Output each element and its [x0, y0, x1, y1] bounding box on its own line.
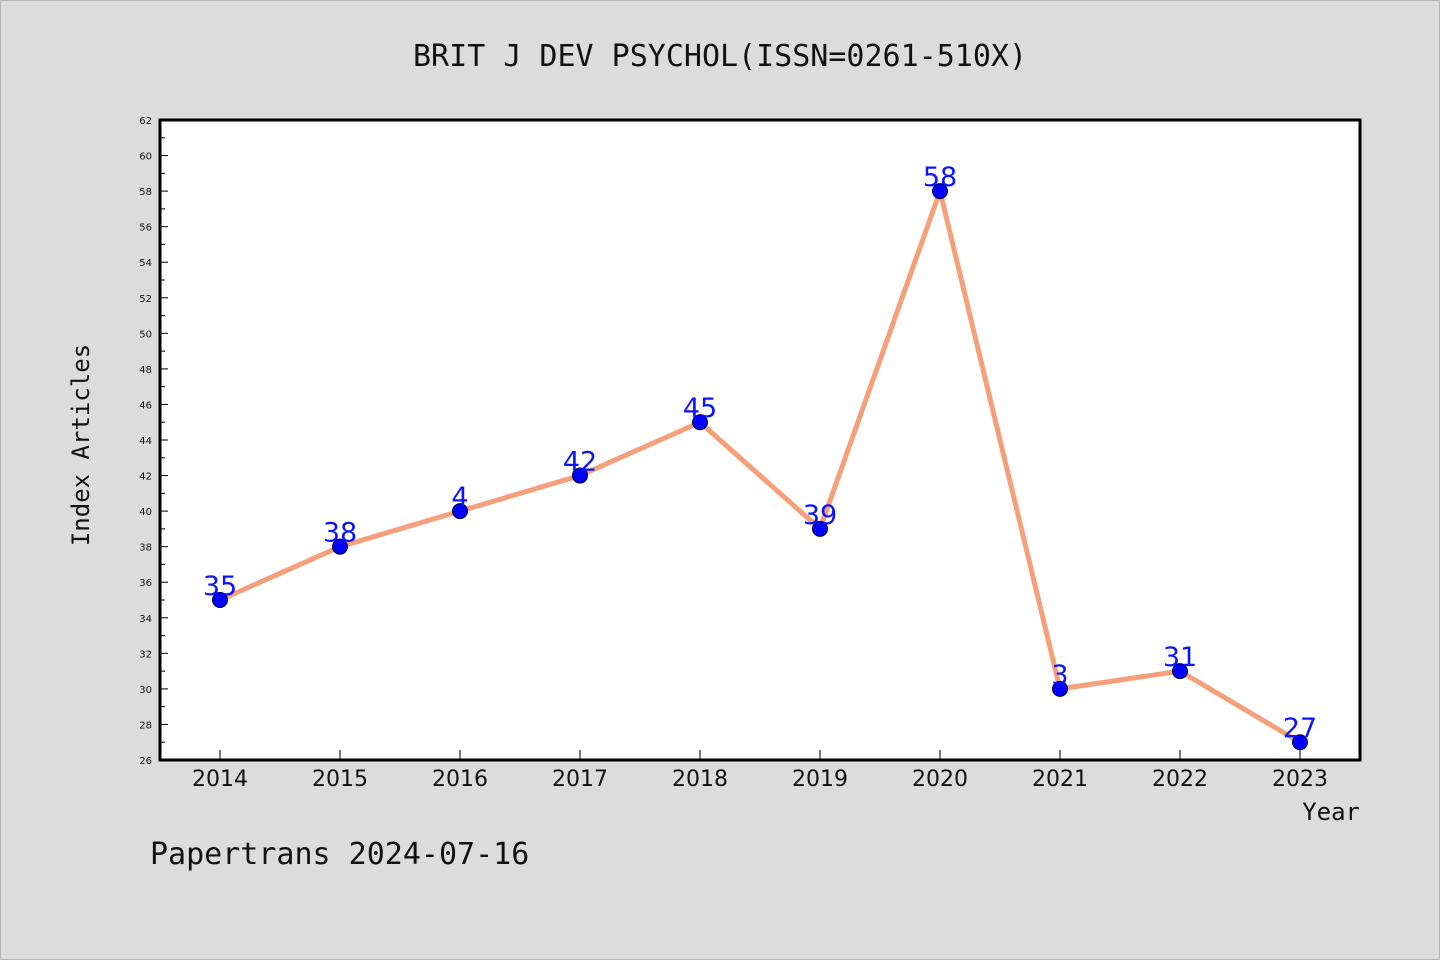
y-tick-label: 50 [139, 329, 152, 340]
y-tick-label: 28 [139, 720, 152, 731]
data-point [452, 503, 468, 520]
data-point [692, 414, 708, 431]
y-tick-label: 42 [139, 472, 152, 483]
data-points [212, 183, 1308, 751]
x-axis: 2014 2015 2016 2017 2018 2019 2020 2021 2022 2023 [192, 750, 1328, 792]
plot-area [158, 118, 1362, 762]
data-label: 39 [803, 500, 837, 531]
y-axis-title: Index Articles [67, 344, 95, 546]
data-labels: 35 38 4 42 45 39 58 3 31 27 [203, 162, 1317, 744]
data-point [212, 592, 228, 608]
data-point [1052, 680, 1068, 697]
data-label: 35 [203, 571, 237, 602]
x-tick-label: 2021 [1032, 767, 1088, 792]
x-axis-title: Year [1302, 798, 1360, 826]
data-point [332, 538, 348, 555]
y-tick-label: 46 [139, 400, 152, 411]
x-tick-label: 2020 [912, 767, 968, 792]
data-label: 42 [563, 447, 597, 478]
x-tick-label: 2023 [1272, 767, 1328, 792]
chart-title: BRIT J DEV PSYCHOL(ISSN=0261-510X) [413, 39, 1027, 74]
y-tick-label: 26 [139, 756, 152, 767]
data-label: 45 [683, 393, 717, 424]
data-label: 58 [923, 162, 957, 193]
y-tick-label: 54 [139, 258, 152, 269]
x-tick-label: 2017 [552, 767, 608, 792]
data-point [812, 520, 828, 537]
y-tick-label: 34 [139, 614, 152, 625]
data-label: 3 [1051, 660, 1068, 691]
y-tick-label: 36 [139, 578, 152, 589]
series-line [218, 188, 1302, 745]
data-point [932, 183, 948, 200]
data-point [1292, 734, 1308, 751]
y-tick-label: 40 [139, 507, 152, 518]
y-tick-label: 48 [139, 365, 152, 376]
y-tick-label: 58 [139, 187, 152, 198]
y-axis: 26 28 30 32 34 36 38 40 42 44 46 48 50 52 54 56 58 60 62 [139, 116, 168, 767]
data-label: 27 [1283, 713, 1317, 744]
x-tick-label: 2014 [192, 767, 248, 792]
data-label: 4 [451, 482, 468, 513]
y-tick-label: 60 [139, 152, 152, 163]
data-point [1172, 663, 1188, 680]
data-point [572, 467, 588, 484]
x-tick-label: 2015 [312, 767, 368, 792]
y-tick-label: 56 [139, 223, 152, 234]
y-tick-label: 32 [139, 649, 152, 660]
footer-credit: Papertrans 2024-07-16 [150, 837, 529, 872]
x-tick-label: 2016 [432, 767, 488, 792]
y-tick-label: 44 [139, 436, 152, 447]
data-label: 31 [1163, 642, 1197, 673]
x-tick-label: 2022 [1152, 767, 1208, 792]
y-tick-label: 62 [139, 116, 152, 127]
x-tick-label: 2018 [672, 767, 728, 792]
y-tick-label: 30 [139, 685, 152, 696]
data-label: 38 [323, 518, 357, 549]
y-tick-label: 38 [139, 543, 152, 554]
x-tick-label: 2019 [792, 767, 848, 792]
y-tick-label: 52 [139, 294, 152, 305]
